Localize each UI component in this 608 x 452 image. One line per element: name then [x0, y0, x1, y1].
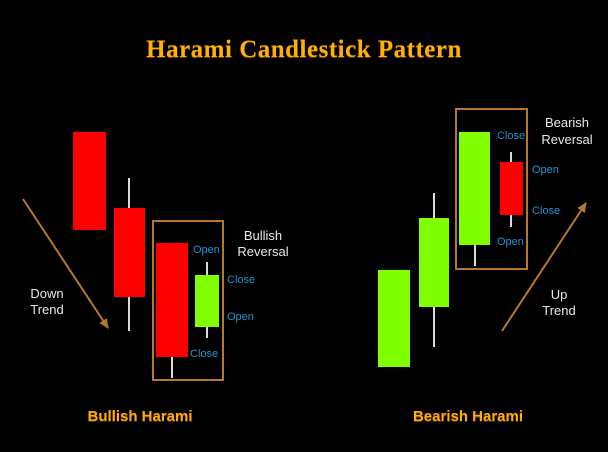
right-baby-candle [500, 162, 523, 215]
candle-wick [206, 327, 208, 338]
reversal-label-line: Bearish [544, 115, 590, 130]
open-label: Open [497, 236, 524, 248]
candle-wick [510, 215, 512, 227]
candle-wick [128, 178, 130, 208]
candle-wick [510, 152, 512, 162]
trend-label-line: Up [550, 287, 568, 302]
candle-wick [433, 193, 435, 218]
close-label: Close [227, 274, 256, 286]
open-label: Open [227, 311, 254, 323]
bullish-reversal-label: Bullish Reversal [223, 228, 303, 260]
candle-wick [171, 357, 173, 378]
right-mother-candle [459, 132, 490, 245]
reversal-label-line: Reversal [237, 244, 289, 259]
left-candle-2 [114, 208, 145, 297]
trend-label-line: Down [30, 286, 64, 301]
close-label: Close [497, 130, 526, 142]
candle-wick [474, 245, 476, 266]
candle-wick [128, 297, 130, 331]
left-baby-candle [195, 275, 219, 327]
reversal-label-line: Reversal [541, 132, 593, 147]
bearish-harami-box [455, 108, 528, 270]
close-label: Close [532, 205, 561, 217]
close-label: Close [190, 348, 219, 360]
bullish-harami-caption: Bullish Harami [87, 408, 193, 425]
bearish-harami-caption: Bearish Harami [412, 408, 524, 425]
bullish-harami-box [152, 220, 224, 381]
trend-label-line: Trend [30, 302, 64, 317]
right-candle-1 [378, 270, 410, 367]
left-mother-candle [156, 243, 188, 357]
down-trend-label: Down Trend [16, 286, 78, 318]
right-candle-2 [419, 218, 449, 307]
left-candle-1 [73, 132, 106, 230]
trend-label-line: Trend [542, 303, 576, 318]
diagram-title: Harami Candlestick Pattern [146, 36, 462, 63]
candle-wick [206, 262, 208, 275]
reversal-label-line: Bullish [243, 228, 283, 243]
open-label: Open [193, 244, 220, 256]
up-trend-label: Up Trend [528, 287, 590, 319]
candle-wick [433, 307, 435, 347]
bearish-reversal-label: Bearish Reversal [526, 114, 608, 148]
open-label: Open [532, 164, 559, 176]
